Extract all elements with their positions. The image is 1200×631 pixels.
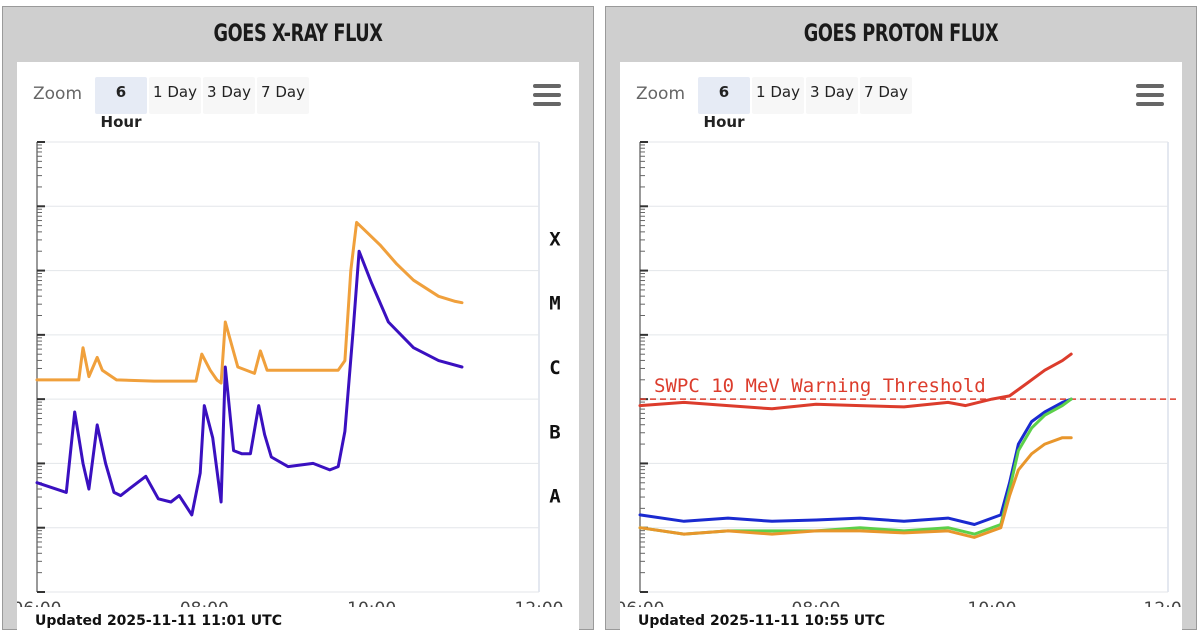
zoom-6-hour-button[interactable]: 6 Hour [95,77,147,131]
zoom-1-day-button[interactable]: 1 Day [752,77,804,114]
series-line-2 [638,397,1073,536]
series-line-1 [638,397,1073,526]
zoom-label: Zoom [636,84,686,104]
panel-title: GOES X-RAY FLUX [213,19,383,47]
updated-timestamp: Updated 2025-11-11 11:01 UTC [35,613,282,629]
x-tick-label: 12:00 [515,599,564,607]
proton-flux-panel: GOES PROTON FLUX Zoom 6 Hour 1 Day 3 Day… [605,6,1197,631]
xray-flux-panel: GOES X-RAY FLUX Zoom 6 Hour 1 Day 3 Day … [2,6,594,631]
proton-plot-svg: 06:00 08:00 10:00 12:00 SWPC 10 MeV Warning … [620,141,1183,607]
threshold-label: SWPC 10 MeV Warning Threshold [654,375,986,397]
proton-chart: Zoom 6 Hour 1 Day 3 Day 7 Day 06:00 08:00… [620,62,1182,631]
zoom-7-day-button[interactable]: 7 Day [257,77,309,114]
series-line-0 [638,352,1073,411]
x-tick-label: 10:00 [968,599,1017,607]
zoom-1-day-button[interactable]: 1 Day [149,77,201,114]
panel-title: GOES PROTON FLUX [803,19,999,47]
x-tick-label: 06:00 [17,599,62,607]
x-tick-label: 06:00 [620,599,665,607]
zoom-6-hour-button[interactable]: 6 Hour [698,77,750,131]
menu-icon[interactable] [1136,84,1164,106]
x-tick-label: 12:00 [1144,599,1183,607]
flare-class-label: M [549,293,560,315]
zoom-3-day-button[interactable]: 3 Day [203,77,255,114]
zoom-label: Zoom [33,84,83,104]
series-line-1 [35,249,464,517]
flare-class-label: B [549,421,560,443]
x-tick-label: 10:00 [347,599,396,607]
series-line-3 [638,436,1073,539]
zoom-7-day-button[interactable]: 7 Day [860,77,912,114]
flare-class-label: X [549,228,561,250]
updated-timestamp: Updated 2025-11-11 10:55 UTC [638,613,885,629]
xray-plot-svg: 06:00 08:00 10:00 12:00 A B C M X [17,141,564,607]
x-tick-label: 08:00 [792,599,841,607]
flare-class-label: A [549,486,561,508]
series-line-0 [35,220,464,385]
xray-chart: Zoom 6 Hour 1 Day 3 Day 7 Day 06:00 08:00… [17,62,579,631]
x-tick-label: 08:00 [180,599,229,607]
menu-icon[interactable] [533,84,561,106]
zoom-3-day-button[interactable]: 3 Day [806,77,858,114]
flare-class-label: C [549,357,560,379]
